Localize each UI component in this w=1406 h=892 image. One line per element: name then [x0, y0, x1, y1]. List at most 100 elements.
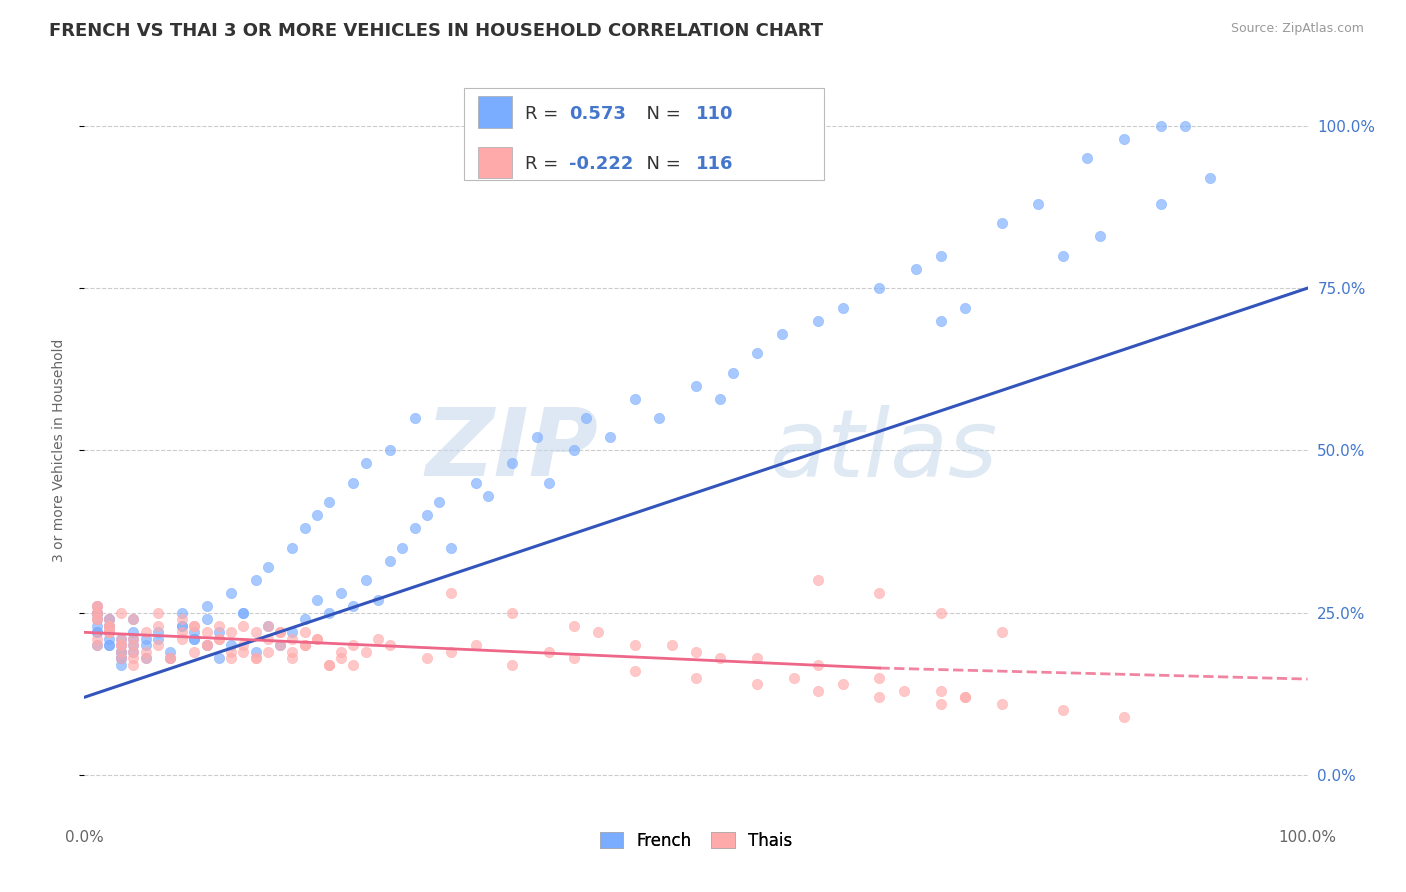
Point [893, 683, 915, 698]
Point [281, 625, 304, 640]
Point [208, 632, 231, 646]
Point [354, 457, 377, 471]
Point [269, 625, 291, 640]
Point [624, 665, 647, 679]
Point [208, 619, 231, 633]
Point [869, 690, 891, 705]
Point [122, 651, 145, 665]
Text: FRENCH VS THAI 3 OR MORE VEHICLES IN HOUSEHOLD CORRELATION CHART: FRENCH VS THAI 3 OR MORE VEHICLES IN HOU… [49, 22, 824, 40]
Point [747, 651, 769, 665]
Point [721, 366, 744, 380]
Point [122, 632, 145, 646]
Point [146, 638, 169, 652]
Point [86, 625, 108, 640]
Point [86, 599, 108, 614]
Point [110, 645, 132, 659]
Point [219, 645, 242, 659]
Legend: French, Thais: French, Thais [593, 825, 799, 856]
Point [86, 612, 108, 626]
Point [929, 697, 952, 711]
Point [342, 638, 364, 652]
Point [404, 521, 426, 535]
Point [257, 560, 280, 574]
Point [477, 489, 499, 503]
Point [122, 612, 145, 626]
Point [367, 592, 389, 607]
Point [526, 430, 548, 444]
Point [391, 541, 413, 555]
Point [208, 651, 231, 665]
Point [110, 651, 132, 665]
Point [354, 645, 377, 659]
Point [416, 651, 439, 665]
Point [367, 632, 389, 646]
Point [257, 619, 280, 633]
Point [97, 625, 120, 640]
Point [97, 632, 120, 646]
Point [342, 657, 364, 672]
Point [97, 625, 120, 640]
Point [86, 619, 108, 633]
Point [1114, 710, 1136, 724]
Point [538, 645, 561, 659]
Point [195, 638, 218, 652]
Point [562, 651, 585, 665]
Point [294, 638, 316, 652]
Text: N =: N = [636, 104, 686, 122]
Point [97, 612, 120, 626]
Point [232, 619, 254, 633]
Point [172, 619, 194, 633]
Point [709, 651, 731, 665]
Point [1150, 196, 1173, 211]
Point [294, 521, 316, 535]
Point [135, 651, 157, 665]
Point [1114, 132, 1136, 146]
Text: -0.222: -0.222 [569, 155, 633, 173]
Point [305, 592, 328, 607]
Point [294, 612, 316, 626]
Point [195, 625, 218, 640]
Point [232, 606, 254, 620]
Point [97, 619, 120, 633]
Point [110, 632, 132, 646]
Point [257, 632, 280, 646]
Point [122, 638, 145, 652]
Point [648, 411, 671, 425]
Point [599, 430, 621, 444]
Point [97, 619, 120, 633]
Point [97, 619, 120, 633]
Point [869, 671, 891, 685]
Point [110, 638, 132, 652]
Point [807, 657, 830, 672]
Point [807, 683, 830, 698]
Point [159, 645, 181, 659]
Point [110, 651, 132, 665]
Point [991, 625, 1014, 640]
Point [929, 683, 952, 698]
Point [281, 651, 304, 665]
Point [305, 632, 328, 646]
Point [624, 638, 647, 652]
Text: R =: R = [524, 104, 564, 122]
Point [110, 638, 132, 652]
Point [86, 606, 108, 620]
Point [86, 606, 108, 620]
Point [183, 632, 205, 646]
Point [245, 651, 267, 665]
Point [86, 625, 108, 640]
Point [440, 586, 463, 600]
Point [110, 645, 132, 659]
Point [330, 651, 353, 665]
Point [404, 411, 426, 425]
Point [1052, 703, 1074, 717]
Point [624, 392, 647, 406]
Text: 116: 116 [696, 155, 734, 173]
Point [953, 690, 976, 705]
Point [97, 638, 120, 652]
Point [330, 645, 353, 659]
Point [122, 645, 145, 659]
Point [172, 632, 194, 646]
Point [929, 249, 952, 263]
Text: N =: N = [636, 155, 686, 173]
Text: 0.573: 0.573 [569, 104, 626, 122]
